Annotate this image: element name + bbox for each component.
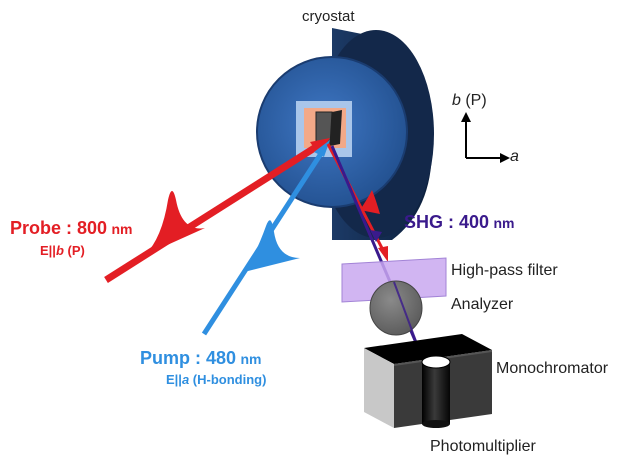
probe-label: Probe : 800 nm xyxy=(10,218,133,238)
probe-polarization: E||b (P) xyxy=(40,243,85,258)
high-pass-filter xyxy=(341,257,447,303)
probe-pulse xyxy=(145,191,205,255)
axis-b-label: b (P) xyxy=(452,92,487,109)
probe-beam xyxy=(104,138,330,283)
axis-a-label: a xyxy=(510,148,519,165)
axis-indicator xyxy=(461,112,510,163)
pump-polarization: E||a (H-bonding) xyxy=(166,372,267,387)
monochromator-label: Monochromator xyxy=(496,360,609,377)
photomultiplier xyxy=(421,355,451,428)
pump-pulse xyxy=(244,220,300,272)
cryostat-label: cryostat xyxy=(302,8,355,25)
analyzer-label: Analyzer xyxy=(451,296,514,313)
pump-label: Pump : 480 nm xyxy=(140,348,262,368)
pump-beam xyxy=(201,140,330,336)
monochromator-top xyxy=(364,334,492,364)
reflected-pulse xyxy=(360,190,380,214)
shg-label: SHG : 400 nm xyxy=(404,212,515,232)
photomultiplier-label: Photomultiplier xyxy=(430,438,536,455)
filter-label: High-pass filter xyxy=(451,262,558,279)
monochromator-front xyxy=(364,348,394,428)
